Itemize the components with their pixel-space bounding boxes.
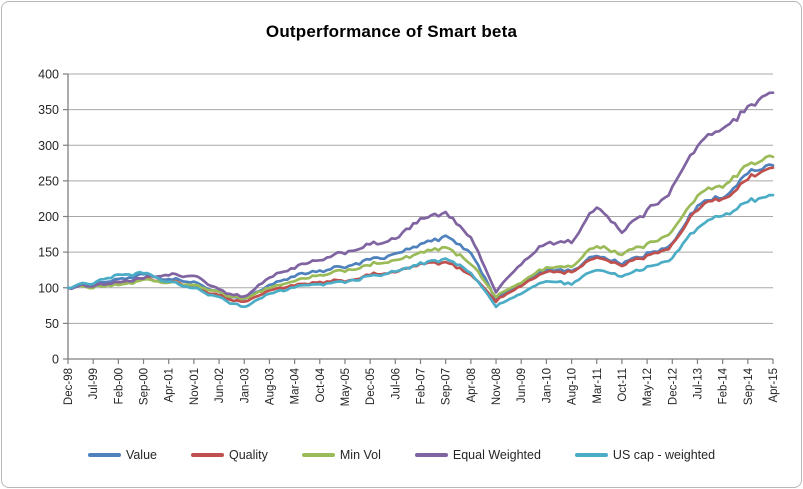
legend-swatch-us-cap-weighted <box>574 453 608 457</box>
y-axis-label: 250 <box>38 174 59 188</box>
y-axis-label: 150 <box>38 246 59 260</box>
legend-label: US cap - weighted <box>612 448 716 462</box>
x-axis-label: Nov-01 <box>189 368 201 405</box>
legend-label: Value <box>125 448 157 462</box>
legend-item-us-cap-weighted: US cap - weighted <box>574 448 716 462</box>
x-axis-label: Oct-04 <box>315 367 327 402</box>
x-axis-label: Mar-04 <box>290 367 302 404</box>
y-axis-label: 0 <box>52 353 59 367</box>
legend-label: Equal Weighted <box>452 448 541 462</box>
legend-item-min-vol: Min Vol <box>301 448 381 462</box>
x-axis-label: Sep-00 <box>139 368 151 405</box>
chart-title: Outperformance of Smart beta <box>265 22 518 41</box>
x-axis-label: Apr-08 <box>466 368 478 403</box>
y-axis-label: 400 <box>38 68 59 82</box>
y-axis-label: 100 <box>38 281 59 295</box>
legend-swatch-quality <box>190 453 224 457</box>
x-axis-label: Nov-08 <box>491 368 503 405</box>
x-axis-label: Sep-14 <box>743 367 755 405</box>
series-line-us-cap-weighted <box>66 193 775 309</box>
x-axis-label: May-12 <box>642 368 654 406</box>
x-axis-label: Jun-09 <box>516 368 528 403</box>
legend-item-equal-weighted: Equal Weighted <box>414 448 541 462</box>
legend-label: Min Vol <box>339 448 381 462</box>
x-axis-label: Jun-02 <box>214 368 226 403</box>
legend: Value Quality Min Vol Equal Weighted US cap … <box>2 440 801 470</box>
x-axis-label: Feb-14 <box>718 367 730 404</box>
x-axis-label: Jan-10 <box>541 368 553 403</box>
legend-label: Quality <box>228 448 268 462</box>
series-line-value <box>66 163 775 301</box>
x-axis-label: Dec-05 <box>365 368 377 405</box>
x-axis-label: Apr-01 <box>164 368 176 403</box>
x-axis-label: Jan-03 <box>239 368 251 403</box>
x-axis-label: Dec-12 <box>667 368 679 405</box>
x-axis-label: Aug-10 <box>567 368 579 405</box>
series-line-min-vol <box>66 154 775 301</box>
series-line-equal-weighted <box>66 91 775 299</box>
x-axis-label: Sep-07 <box>441 368 453 405</box>
x-axis-label: May-05 <box>340 368 352 406</box>
y-axis-label: 200 <box>38 210 59 224</box>
legend-swatch-min-vol <box>301 453 335 457</box>
x-axis-label: Jul-06 <box>390 368 402 399</box>
y-axis-label: 300 <box>38 139 59 153</box>
legend-item-value: Value <box>87 448 157 462</box>
x-axis-label: Dec-98 <box>63 368 75 405</box>
x-axis-label: Mar-11 <box>592 368 604 404</box>
x-axis-label: Aug-03 <box>264 368 276 405</box>
x-axis-label: Oct-11 <box>617 368 629 402</box>
x-axis-label: Apr-15 <box>768 368 780 403</box>
legend-item-quality: Quality <box>190 448 268 462</box>
y-axis-label: 350 <box>38 103 59 117</box>
y-axis-label: 50 <box>45 317 59 331</box>
legend-swatch-equal-weighted <box>414 453 448 457</box>
x-axis-label: Feb-07 <box>416 368 428 404</box>
x-axis-label: Jul-13 <box>692 368 704 399</box>
legend-swatch-value <box>87 453 121 457</box>
x-axis-label: Jul-99 <box>88 368 100 399</box>
x-axis-label: Feb-00 <box>113 368 125 404</box>
